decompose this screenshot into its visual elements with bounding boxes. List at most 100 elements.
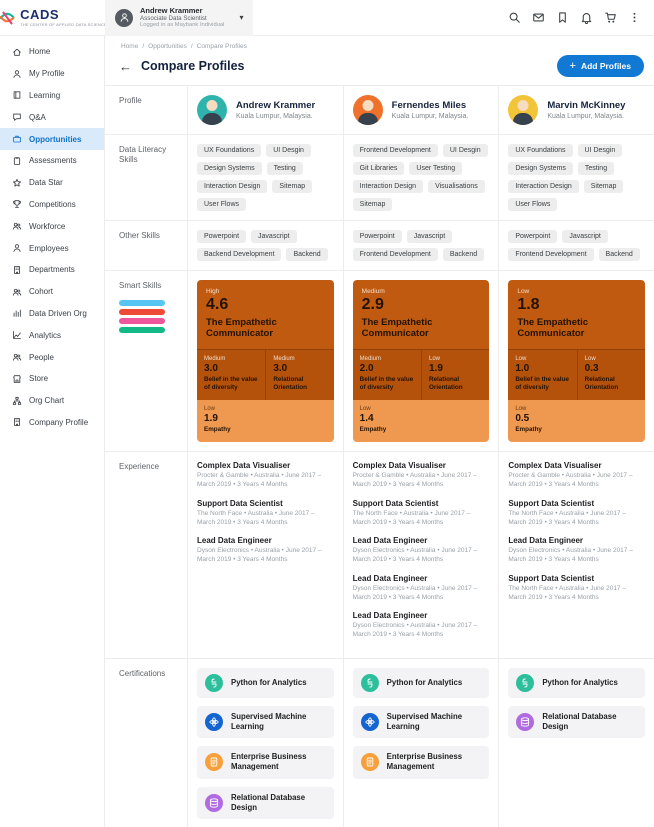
- breadcrumb-item[interactable]: Opportunities: [148, 43, 187, 50]
- certification-label: Enterprise Business Management: [231, 752, 307, 772]
- experience-cell: Complex Data Visualiser Procter & Gamble …: [498, 452, 654, 659]
- sidebar-item-home[interactable]: Home: [0, 41, 104, 63]
- experience-cell: Complex Data Visualiser Procter & Gamble …: [342, 452, 499, 659]
- subscore-level: Low: [515, 405, 527, 412]
- subscore-label: Belief in the value of diversity: [359, 375, 414, 391]
- certification-item[interactable]: Python for Analytics: [352, 668, 490, 699]
- subscore-label: Empathy: [359, 425, 387, 433]
- experience-detail: Dyson Electronics • Australia • June 201…: [197, 547, 322, 564]
- smart-skill-card: High 4.6 The Empathetic Communicator Medium…: [197, 280, 334, 443]
- smart-skill-subscore: Low 0.3 Relational Orientation: [576, 348, 645, 400]
- skill-chips: UX Foundations UI Desgin Design Systems Tes…: [197, 144, 334, 211]
- sidebar-item-my-profile[interactable]: My Profile: [0, 63, 104, 85]
- profile-cell: Marvin McKinney Kuala Lumpur, Malaysia.: [498, 86, 654, 134]
- sidebar-item-data-driven-org[interactable]: Data Driven Org: [0, 303, 104, 325]
- profile-row: Profile Andrew Krammer Kuala Lumpur, Mala…: [105, 86, 654, 135]
- skill-chips: UX Foundations UI Desgin Design Systems Tes…: [508, 144, 645, 211]
- sidebar-item-store[interactable]: Store: [0, 368, 104, 390]
- python-icon: [360, 674, 379, 693]
- certification-item[interactable]: Python for Analytics: [197, 668, 334, 699]
- sidebar-item-cohort[interactable]: Cohort: [0, 281, 104, 303]
- subscore-value: 3.0: [204, 362, 218, 374]
- add-profiles-button[interactable]: + Add Profiles: [556, 55, 644, 77]
- experience-item: Support Data Scientist The North Face • A…: [353, 499, 490, 528]
- experience-detail: Procter & Gamble • Australia • June 2017…: [508, 472, 633, 489]
- smart-skill-subscore: Medium 3.0 Relational Orientation: [265, 348, 334, 400]
- book-icon: [12, 90, 22, 100]
- skill-chip: Backend Development: [197, 248, 282, 261]
- skill-chip: Visualisations: [428, 180, 485, 193]
- profile-cell: Fernendes Miles Kuala Lumpur, Malaysia.: [342, 86, 499, 134]
- sidebar-item-analytics[interactable]: Analytics: [0, 324, 104, 346]
- certification-item[interactable]: Enterprise Business Management: [197, 746, 334, 779]
- certification-item[interactable]: Relational Database Design: [197, 786, 334, 819]
- skill-chip: Interaction Design: [352, 180, 424, 193]
- experience-cell: Complex Data Visualiser Procter & Gamble …: [187, 452, 343, 659]
- skill-chips: Powerpoint Javascript Frontend Development…: [508, 230, 645, 261]
- certifications-cell: Python for Analytics Supervised Machine L…: [187, 659, 343, 827]
- sidebar-item-label: Analytics: [29, 330, 62, 340]
- certification-item[interactable]: Enterprise Business Management: [352, 746, 490, 779]
- skill-chip: Javascript: [562, 230, 608, 243]
- smart-skill-card: Low 1.8 The Empathetic Communicator Low 1.0 B…: [508, 280, 645, 443]
- sidebar-item-q-a[interactable]: Q&A: [0, 106, 104, 128]
- sidebar-item-label: Q&A: [29, 112, 46, 122]
- breadcrumb-item[interactable]: Home: [121, 43, 139, 50]
- breadcrumb-item: Compare Profiles: [196, 43, 247, 50]
- chevron-down-icon: ▾: [239, 13, 244, 22]
- smart-skill-score: 4.6: [206, 296, 229, 313]
- experience-title: Lead Data Engineer: [508, 536, 584, 546]
- experience-title: Support Data Scientist: [508, 573, 595, 583]
- logo[interactable]: CADS THE CENTER OF APPLIED DATA SCIENCE: [0, 8, 107, 27]
- analytics-icon: [12, 330, 22, 340]
- briefcase-icon: [12, 134, 22, 144]
- certification-item[interactable]: Supervised Machine Learning: [352, 706, 490, 739]
- subscore-level: Medium: [273, 355, 295, 362]
- sidebar-item-label: Data Driven Org: [29, 308, 87, 318]
- bookmark-icon[interactable]: [556, 11, 569, 24]
- sidebar-item-competitions[interactable]: Competitions: [0, 194, 104, 216]
- sidebar-item-people[interactable]: People: [0, 346, 104, 368]
- subscore-value: 0.3: [584, 362, 599, 374]
- skill-chips: Powerpoint Javascript Backend Development B…: [197, 230, 334, 261]
- subscore-label: Relational Orientation: [273, 375, 307, 391]
- search-icon[interactable]: [508, 11, 521, 24]
- mail-icon[interactable]: [532, 11, 545, 24]
- user-role: Associate Data Scientist: [140, 14, 207, 22]
- skill-chip: Testing: [266, 162, 303, 175]
- smart-skills-cell: Medium 2.9 The Empathetic Communicator Medi…: [342, 271, 499, 452]
- experience-detail: Dyson Electronics • Australia • June 201…: [352, 584, 478, 601]
- user-menu[interactable]: Andrew Krammer Associate Data Scientist …: [105, 0, 254, 36]
- certification-item[interactable]: Supervised Machine Learning: [197, 706, 334, 739]
- data-literacy-skills-row: Data Literacy Skills UX Foundations UI De…: [105, 135, 654, 221]
- experience-title: Support Data Scientist: [197, 498, 283, 508]
- sidebar-item-learning[interactable]: Learning: [0, 85, 104, 107]
- sidebar-item-opportunities[interactable]: Opportunities: [0, 128, 104, 150]
- sidebar-item-data-star[interactable]: Data Star: [0, 172, 104, 194]
- experience-item: Lead Data Engineer Dyson Electronics • Au…: [353, 611, 490, 640]
- legend-bar: [119, 300, 165, 307]
- sidebar-item-assessments[interactable]: Assessments: [0, 150, 104, 172]
- experience-title: Complex Data Visualiser: [352, 461, 446, 471]
- certifications-row: Certifications Python for Analytics Super…: [105, 659, 654, 827]
- smart-skill-subscore: Medium 2.0 Belief in the value of diversit…: [352, 348, 421, 400]
- skill-chip: Sitemap: [583, 180, 624, 193]
- sidebar-item-workforce[interactable]: Workforce: [0, 215, 104, 237]
- smart-skill-subgrid: Medium 2.0 Belief in the value of diversit…: [352, 348, 490, 400]
- back-arrow-icon[interactable]: ←: [119, 58, 132, 74]
- certification-item[interactable]: Python for Analytics: [508, 668, 645, 699]
- other-skills-cell: Powerpoint Javascript Frontend Development…: [342, 221, 499, 270]
- sidebar-item-departments[interactable]: Departments: [0, 259, 104, 281]
- cart-icon[interactable]: [604, 11, 617, 24]
- skill-chip: Powerpoint: [197, 230, 247, 243]
- notifications-icon[interactable]: [580, 11, 593, 24]
- experience-detail: Procter & Gamble • Australia • June 2017…: [197, 472, 322, 489]
- more-icon[interactable]: [628, 11, 641, 24]
- subscore-value: 1.0: [515, 362, 530, 374]
- sidebar-item-employees[interactable]: Employees: [0, 237, 104, 259]
- sidebar-item-org-chart[interactable]: Org Chart: [0, 390, 104, 412]
- subscore-level: Low: [515, 355, 527, 362]
- certification-item[interactable]: Relational Database Design: [508, 706, 645, 739]
- page-title: Compare Profiles: [141, 59, 245, 73]
- sidebar-item-company-profile[interactable]: Company Profile: [0, 412, 104, 434]
